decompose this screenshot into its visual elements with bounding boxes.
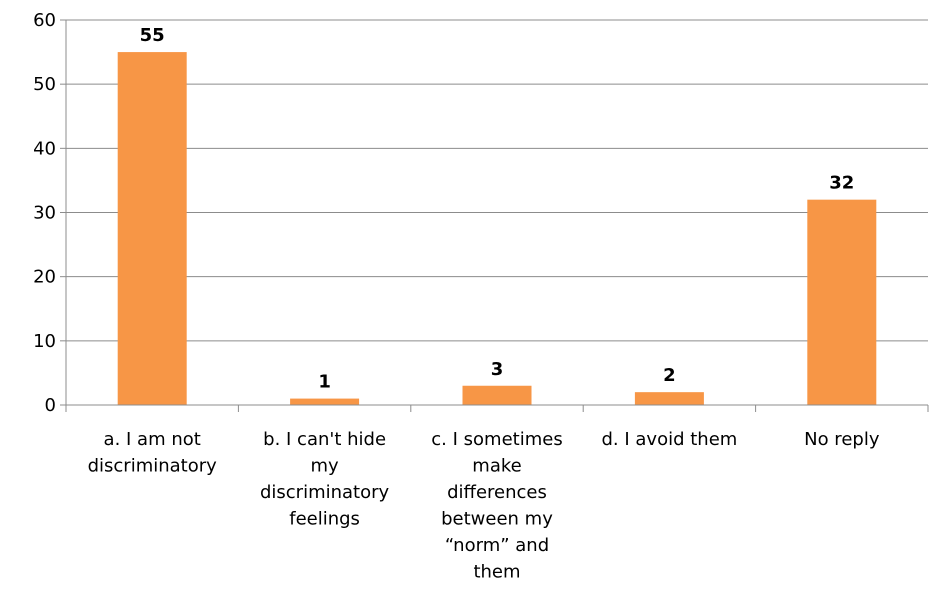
bar xyxy=(117,52,187,405)
data-label: 3 xyxy=(491,359,504,380)
data-label: 55 xyxy=(140,25,165,46)
bar xyxy=(634,392,704,405)
x-tick-label-line: discriminatory xyxy=(88,456,218,477)
bar xyxy=(290,398,360,405)
x-tick-label: d. I avoid them xyxy=(601,429,737,450)
data-label: 2 xyxy=(663,365,676,386)
data-label: 1 xyxy=(318,372,331,393)
bar xyxy=(807,199,877,405)
gridlines xyxy=(66,19,928,342)
bars xyxy=(117,52,877,405)
x-tick-label: b. I can't hide my discriminatory feelings xyxy=(260,429,390,530)
axes xyxy=(60,19,929,412)
data-label: 32 xyxy=(829,173,854,194)
x-tick-label-line: my xyxy=(311,456,340,477)
y-tick-label: 0 xyxy=(45,395,56,416)
x-tick-label-line: make xyxy=(472,456,521,477)
x-tick-label-line: No reply xyxy=(804,429,880,450)
x-tick-label-line: b. I can't hide xyxy=(263,429,386,450)
y-tick-label: 20 xyxy=(33,267,56,288)
labels: 0 10 20 30 40 50 60 55 a. I am not discriminatory… xyxy=(33,10,880,583)
x-tick-label-line: discriminatory xyxy=(260,482,390,503)
x-tick-label-line: c. I sometimes xyxy=(431,429,562,450)
x-tick-label: No reply xyxy=(804,429,880,450)
x-tick-label: a. I am not discriminatory xyxy=(88,429,218,477)
y-tick-label: 30 xyxy=(33,203,56,224)
y-tick-label: 40 xyxy=(33,138,56,159)
y-tick-label: 10 xyxy=(33,331,56,352)
y-tick-label: 60 xyxy=(33,10,56,31)
x-tick-label-line: them xyxy=(473,562,520,583)
x-tick-label-line: “norm” and xyxy=(445,535,549,556)
x-tick-label-line: feelings xyxy=(289,509,360,530)
x-tick-label-line: d. I avoid them xyxy=(601,429,737,450)
y-tick-label: 50 xyxy=(33,74,56,95)
bar xyxy=(462,385,532,405)
x-tick-label-line: differences xyxy=(447,482,547,503)
x-tick-label-line: a. I am not xyxy=(104,429,201,450)
x-tick-label-line: between my xyxy=(441,509,553,530)
x-tick-label: c. I sometimes make differences between my “… xyxy=(431,429,562,583)
